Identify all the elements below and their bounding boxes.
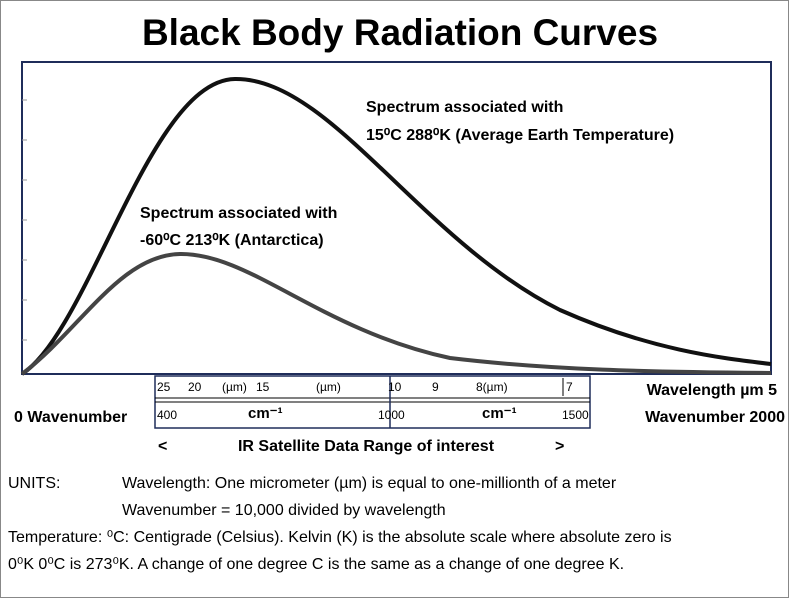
scale-label: 10 (388, 380, 402, 394)
range-arrow: < (158, 438, 167, 455)
units-heading: UNITS: (8, 475, 60, 492)
units-text: UNITS: Wavelength: One micrometer (µm) i… (8, 475, 672, 573)
axis-label: Wavenumber 2000 (645, 409, 785, 426)
scale-label: 9 (432, 380, 439, 394)
scale-label: cm⁻¹ (482, 405, 517, 422)
scale-label: 20 (188, 380, 202, 394)
scale-label: 1000 (378, 408, 405, 422)
scale-label: 1500 (562, 408, 589, 422)
wavelength-labels: 25 20 (µm) 15 (µm) 10 9 8(µm) 7 (157, 380, 573, 394)
earth-curve (20, 76, 772, 376)
annotation: 15⁰C 288⁰K (Average Earth Temperature) (366, 127, 674, 144)
scale-label: cm⁻¹ (248, 405, 283, 422)
plot-frame (21, 61, 772, 375)
antarctica-curve (20, 251, 772, 376)
axis-ticks (22, 99, 27, 341)
scale-label: 25 (157, 380, 171, 394)
units-line: 0⁰K 0⁰C is 273⁰K. A change of one degree… (8, 556, 624, 573)
scale-label: 15 (256, 380, 270, 394)
scale-label: (µm) (222, 380, 247, 394)
axis-label: 0 Wavenumber (14, 409, 127, 426)
annotation: Spectrum associated with (366, 99, 563, 116)
units-line: Wavelength: One micrometer (µm) is equal… (122, 475, 617, 492)
annotation: -60⁰C 213⁰K (Antarctica) (140, 232, 324, 249)
scale-label: (µm) (316, 380, 341, 394)
range-label: IR Satellite Data Range of interest (238, 438, 495, 455)
scale-label: 400 (157, 408, 177, 422)
units-line: Temperature: ⁰C: Centigrade (Celsius). K… (8, 529, 672, 546)
title: Black Body Radiation Curves (142, 12, 658, 53)
axis-label: Wavelength µm 5 (647, 382, 778, 399)
annotation: Spectrum associated with (140, 205, 337, 222)
scale-label: 7 (566, 380, 573, 394)
range-arrow: > (555, 438, 564, 455)
units-line: Wavenumber = 10,000 divided by wavelengt… (122, 502, 446, 519)
scale-label: 8(µm) (476, 380, 508, 394)
